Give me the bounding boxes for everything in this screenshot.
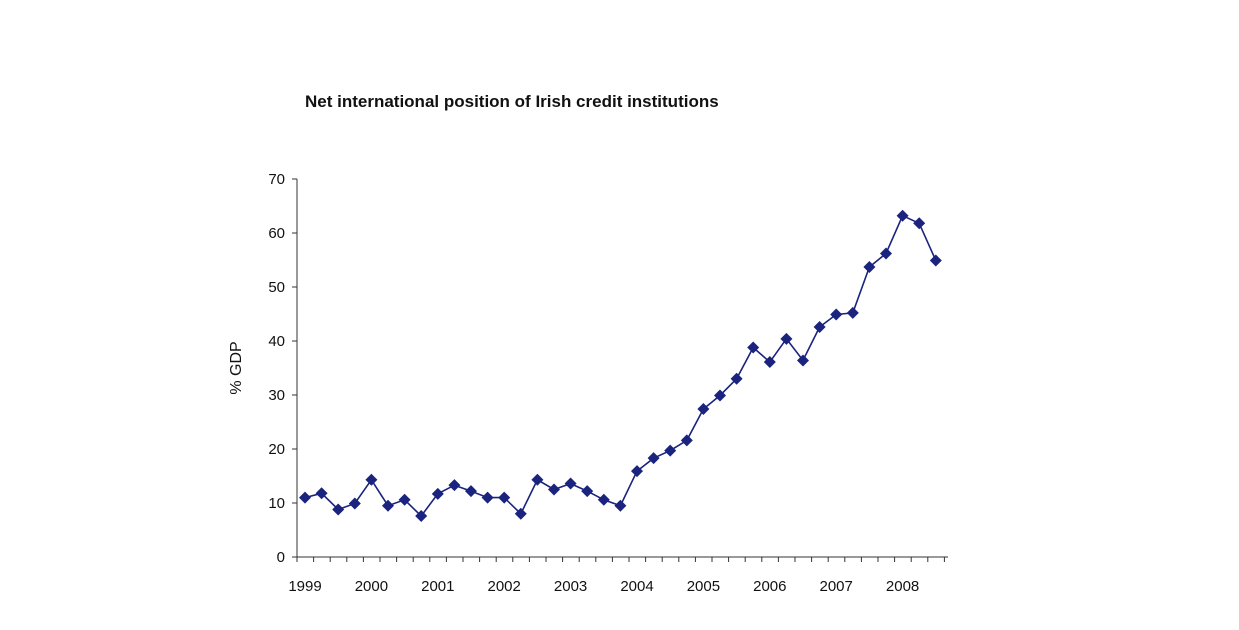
data-point: [929, 254, 942, 267]
y-tick-label: 60: [268, 225, 285, 242]
data-point: [531, 473, 544, 486]
data-point: [747, 341, 760, 354]
data-point: [730, 372, 743, 385]
x-tick-label: 2007: [820, 578, 853, 595]
y-axis-title: % GDP: [228, 341, 245, 394]
data-point: [348, 497, 361, 510]
data-point: [680, 434, 693, 447]
x-tick-label: 2001: [421, 578, 454, 595]
data-point: [647, 452, 660, 465]
y-tick-label: 0: [277, 549, 285, 566]
data-point: [631, 465, 643, 478]
y-tick-label: 40: [268, 333, 285, 350]
data-point: [863, 261, 876, 274]
data-point: [332, 503, 345, 516]
series-line: [304, 214, 937, 518]
x-tick-label: 2004: [620, 578, 653, 595]
data-point: [365, 473, 378, 486]
data-point: [382, 499, 394, 512]
x-axis: 1999 2000 2001 2002 2003 2004 2005 2006 2007 2008: [288, 556, 948, 595]
chart-title: Net international position of Irish cred…: [305, 92, 719, 111]
x-tick-label: 2008: [886, 578, 919, 595]
data-point: [465, 485, 477, 498]
data-point: [315, 487, 328, 500]
data-point: [597, 493, 610, 506]
data-point: [830, 308, 843, 321]
data-point: [481, 491, 494, 504]
y-tick-label: 20: [268, 441, 285, 458]
x-tick-label: 2005: [687, 578, 720, 595]
x-tick-label: 2002: [488, 578, 521, 595]
data-point: [664, 444, 677, 457]
data-point: [797, 354, 809, 367]
y-axis: 0 10 20 30 40 50 60 70: [268, 171, 298, 566]
x-tick-label: 2006: [753, 578, 786, 595]
data-point: [564, 477, 577, 490]
data-point: [299, 491, 311, 504]
data-point: [581, 485, 594, 498]
data-point: [514, 507, 527, 520]
data-point: [431, 487, 444, 500]
x-tick-label: 1999: [288, 578, 321, 595]
data-point: [763, 356, 776, 369]
y-tick-label: 70: [268, 171, 285, 188]
data-point: [448, 479, 461, 492]
data-point: [880, 247, 892, 260]
data-point: [548, 483, 560, 496]
data-point: [780, 332, 793, 345]
data-point: [913, 217, 926, 230]
series: [299, 209, 942, 522]
data-point: [846, 306, 859, 319]
data-point: [714, 389, 726, 402]
y-tick-label: 50: [268, 279, 285, 296]
x-tick-label: 2003: [554, 578, 587, 595]
y-tick-label: 30: [268, 387, 285, 404]
data-point: [415, 509, 428, 522]
x-tick-label: 2000: [355, 578, 388, 595]
y-tick-label: 10: [268, 495, 285, 512]
data-point: [896, 209, 909, 222]
data-point: [697, 403, 710, 416]
data-point: [813, 320, 826, 333]
data-point: [398, 493, 411, 506]
data-point: [498, 491, 511, 504]
data-point: [614, 499, 627, 512]
